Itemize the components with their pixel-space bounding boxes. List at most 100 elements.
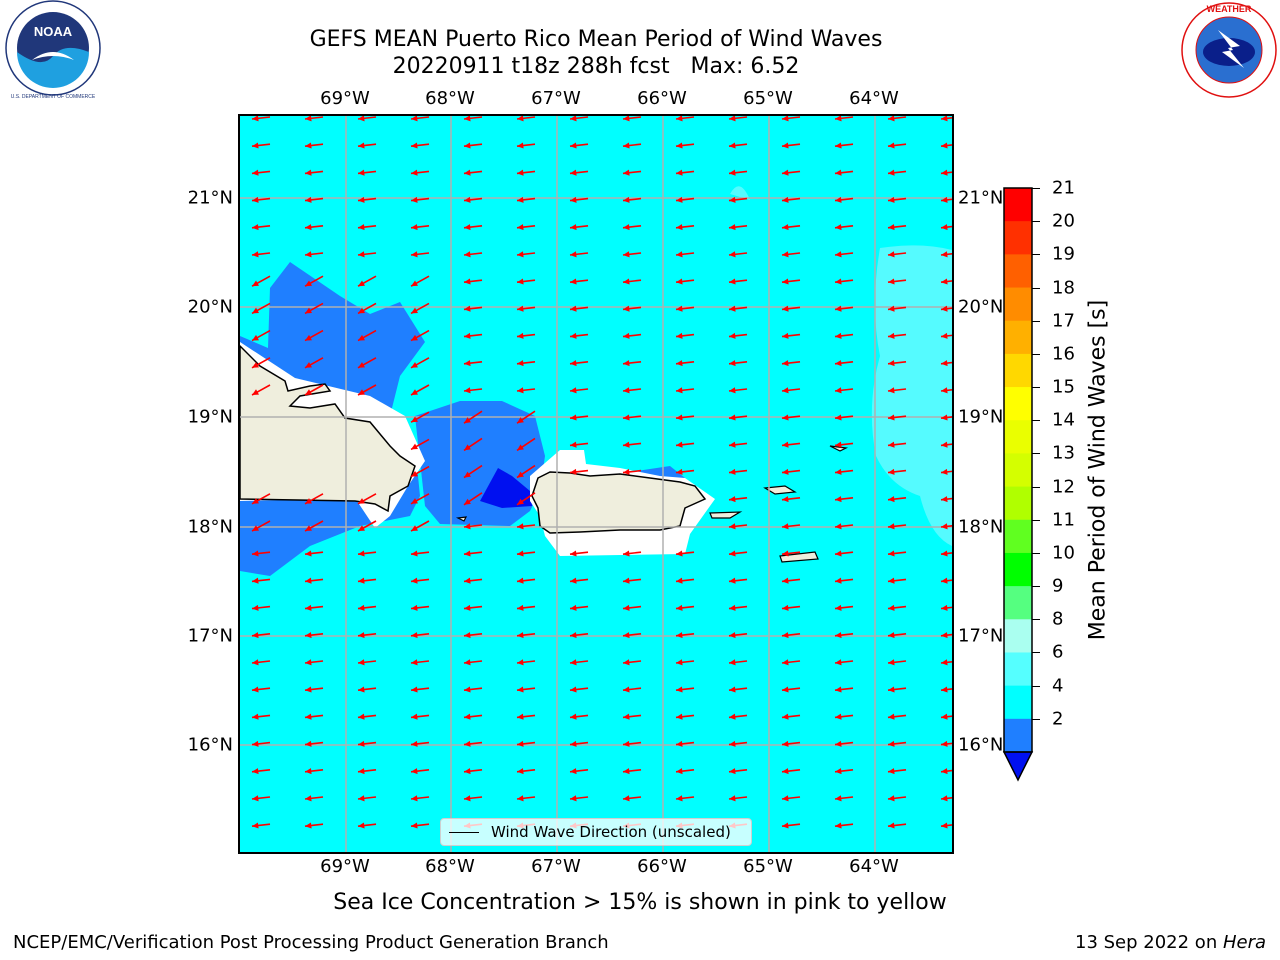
wind-wave-arrow-head: [941, 659, 948, 666]
lon-label-bottom-66w: 66°W: [637, 856, 687, 877]
wind-wave-arrow-head: [570, 116, 577, 122]
wind-wave-arrow-head: [517, 471, 524, 478]
wind-wave-arrow-head: [305, 116, 312, 122]
wind-wave-arrow-head: [411, 362, 418, 368]
wind-wave-arrow-head: [941, 768, 948, 775]
wind-wave-arrow-head: [517, 169, 524, 176]
wind-wave-arrow-head: [305, 362, 312, 368]
legend-line-swatch: [449, 832, 479, 833]
wind-wave-arrow-head: [676, 659, 683, 666]
wind-wave-arrow-head: [623, 251, 630, 258]
colorbar-segment: [1004, 188, 1032, 222]
wind-wave-arrow-head: [888, 577, 895, 584]
wind-wave-arrow-head: [941, 278, 948, 285]
wind-wave-arrow-head: [570, 305, 577, 312]
colorbar-tick-mark: [1032, 718, 1040, 720]
wind-wave-arrow-head: [305, 740, 312, 747]
wind-wave-arrow-head: [570, 577, 577, 584]
wind-wave-arrow-head: [570, 441, 577, 448]
wind-wave-arrow-head: [782, 305, 789, 312]
lon-label-bottom-64w: 64°W: [849, 856, 899, 877]
wind-wave-arrow-head: [252, 632, 259, 639]
wind-wave-arrow-head: [623, 278, 630, 285]
wind-wave-arrow-head: [358, 795, 365, 802]
wind-wave-arrow-head: [782, 224, 789, 231]
wind-wave-arrow-head: [888, 659, 895, 666]
wind-wave-arrow-head: [676, 305, 683, 312]
wind-wave-arrow-head: [411, 498, 418, 504]
wind-wave-arrow-head: [782, 278, 789, 285]
wind-wave-arrow-head: [411, 142, 418, 149]
wind-wave-arrow-head: [729, 332, 736, 339]
wind-wave-arrow-head: [835, 659, 842, 666]
wind-wave-arrow-head: [464, 471, 471, 478]
colorbar-tick-label: 2: [1052, 708, 1064, 730]
colorbar-tick-label: 8: [1052, 608, 1064, 630]
colorbar-tick-mark: [1032, 254, 1040, 256]
wind-wave-arrow-head: [676, 740, 683, 747]
wind-wave-arrow-head: [570, 659, 577, 666]
wind-wave-arrow-head: [782, 550, 789, 557]
wind-wave-arrow-head: [464, 768, 471, 775]
wind-wave-arrow-head: [623, 169, 630, 176]
wind-wave-arrow-head: [464, 713, 471, 720]
wind-wave-arrow-head: [464, 251, 471, 258]
wind-wave-arrow-head: [305, 142, 312, 149]
wind-wave-arrow-head: [252, 686, 259, 693]
wind-wave-arrow-head: [305, 795, 312, 802]
wind-wave-arrow-head: [623, 604, 630, 611]
colorbar-tick-label: 10: [1052, 542, 1075, 564]
lat-label-left-16n: 16°N: [187, 734, 233, 756]
wind-wave-arrow-head: [411, 740, 418, 747]
wind-wave-arrow-head: [729, 196, 736, 203]
wind-wave-arrow-head: [305, 196, 312, 203]
wind-wave-arrow-head: [570, 169, 577, 176]
colorbar-segment: [1004, 420, 1032, 454]
wind-wave-arrow-head: [676, 686, 683, 693]
wind-wave-arrow-head: [358, 713, 365, 720]
wind-wave-arrow-head: [729, 550, 736, 557]
wind-wave-arrow-head: [252, 142, 259, 149]
wind-wave-arrow-head: [835, 577, 842, 584]
colorbar-segment: [1004, 453, 1032, 488]
wind-wave-arrow-head: [888, 686, 895, 693]
wind-wave-arrow-head: [411, 659, 418, 666]
wind-wave-arrow-head: [941, 713, 948, 720]
lat-label-right-19n: 19°N: [958, 406, 1004, 428]
colorbar-segment: [1004, 353, 1032, 388]
wind-wave-arrow-head: [623, 224, 630, 231]
wind-wave-arrow-head: [835, 822, 842, 829]
wind-wave-arrow-head: [729, 414, 736, 421]
wind-wave-arrow-head: [411, 822, 418, 829]
wind-wave-arrow-head: [358, 334, 365, 341]
wind-wave-arrow-head: [464, 305, 471, 312]
colorbar-label: Mean Period of Wind Waves [s]: [1085, 299, 1111, 641]
wind-wave-arrow-head: [729, 713, 736, 720]
wind-wave-arrow-head: [835, 604, 842, 611]
colorbar: [1002, 187, 1034, 782]
wind-wave-arrow-head: [464, 632, 471, 639]
wind-wave-arrow-head: [623, 196, 630, 203]
wind-wave-arrow-head: [623, 659, 630, 666]
wind-wave-arrow-head: [729, 496, 736, 503]
colorbar-segment: [1004, 387, 1032, 421]
wind-wave-arrow-head: [729, 251, 736, 258]
wind-wave-arrow-head: [305, 713, 312, 720]
wind-wave-arrow-head: [517, 142, 524, 149]
wind-wave-arrow-head: [941, 387, 948, 394]
wind-wave-arrow-head: [888, 332, 895, 339]
svg-text:U.S. DEPARTMENT OF COMMERCE: U.S. DEPARTMENT OF COMMERCE: [11, 94, 96, 100]
wind-wave-arrow-head: [411, 713, 418, 720]
wind-wave-arrow-head: [570, 360, 577, 367]
light-cyan-patch: [730, 186, 750, 200]
colorbar-segment: [1004, 486, 1032, 521]
wind-wave-arrow-head: [941, 577, 948, 584]
colorbar-segment: [1004, 552, 1032, 587]
colorbar-tick-label: 11: [1052, 509, 1075, 531]
wind-wave-arrow-head: [888, 604, 895, 611]
wind-wave-arrow-head: [464, 659, 471, 666]
wind-wave-arrow-head: [305, 632, 312, 639]
wind-wave-arrow-head: [464, 387, 471, 394]
wind-wave-arrow-head: [941, 740, 948, 747]
wind-wave-arrow-head: [729, 116, 736, 122]
